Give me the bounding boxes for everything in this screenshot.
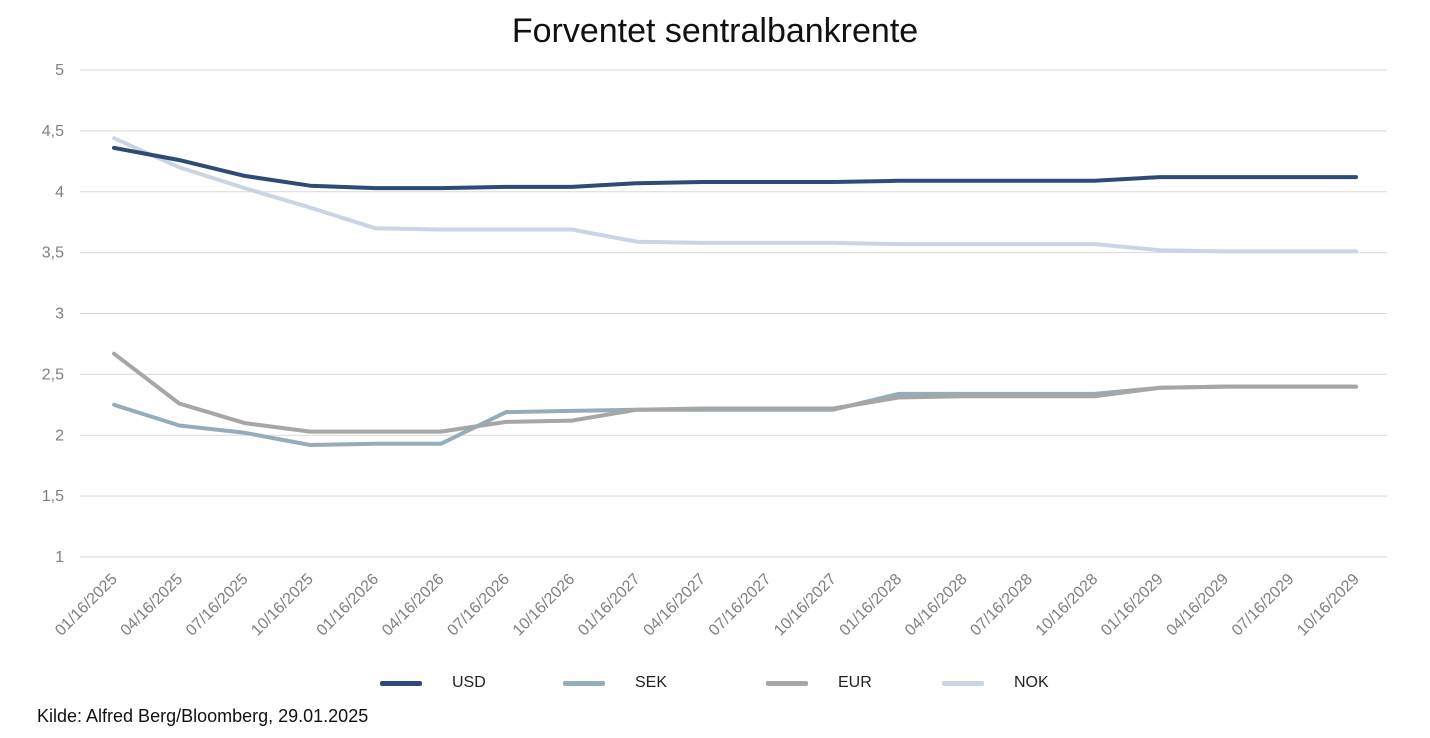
legend-label-usd: USD <box>452 674 486 691</box>
y-tick-label: 1 <box>55 549 64 566</box>
x-tick-label: 04/16/2027 <box>640 571 709 640</box>
x-tick-label: 10/16/2027 <box>771 571 840 640</box>
legend: USD SEK EUR NOK <box>0 670 1430 696</box>
legend-swatch-nok <box>942 680 984 686</box>
y-axis-tick-labels: 1 1,5 2 2,5 3 3,5 4 4,5 5 <box>42 62 64 566</box>
legend-label-nok: NOK <box>1014 674 1049 691</box>
x-tick-label: 01/16/2029 <box>1098 571 1167 640</box>
legend-item-eur: EUR <box>766 670 872 696</box>
y-tick-label: 2 <box>55 427 64 444</box>
series-lines <box>112 136 1358 447</box>
legend-item-usd: USD <box>380 670 486 696</box>
series-line-sek <box>112 384 1358 447</box>
legend-swatch-usd <box>380 680 422 686</box>
legend-label-eur: EUR <box>838 674 872 691</box>
legend-item-sek: SEK <box>563 670 667 696</box>
legend-item-nok: NOK <box>942 670 1049 696</box>
x-tick-label: 01/16/2025 <box>52 571 121 640</box>
y-tick-label: 1,5 <box>42 488 64 505</box>
x-tick-label: 01/16/2028 <box>837 571 906 640</box>
y-tick-label: 2,5 <box>42 366 64 383</box>
x-tick-label: 04/16/2026 <box>379 571 448 640</box>
x-tick-label: 01/16/2026 <box>314 571 383 640</box>
x-tick-label: 10/16/2028 <box>1033 571 1102 640</box>
x-tick-label: 07/16/2028 <box>967 571 1036 640</box>
gridlines <box>80 69 1387 558</box>
series-line-usd <box>112 145 1358 191</box>
legend-swatch-eur <box>766 680 808 686</box>
x-tick-label: 10/16/2026 <box>510 571 579 640</box>
x-tick-label: 07/16/2027 <box>706 571 775 640</box>
source-note: Kilde: Alfred Berg/Bloomberg, 29.01.2025 <box>37 706 369 726</box>
x-tick-label: 04/16/2025 <box>118 571 187 640</box>
y-tick-label: 3 <box>55 306 64 323</box>
y-tick-label: 5 <box>55 62 64 79</box>
chart-title: Forventet sentralbankrente <box>511 12 919 50</box>
x-tick-label: 04/16/2029 <box>1163 571 1232 640</box>
x-tick-label: 01/16/2027 <box>575 571 644 640</box>
x-tick-label: 07/16/2025 <box>183 571 252 640</box>
y-tick-label: 4 <box>55 184 64 201</box>
legend-swatch-sek <box>563 680 605 686</box>
x-tick-label: 10/16/2025 <box>248 571 317 640</box>
x-tick-label: 07/16/2026 <box>444 571 513 640</box>
x-tick-label: 04/16/2028 <box>902 571 971 640</box>
x-tick-label: 07/16/2029 <box>1229 571 1298 640</box>
y-tick-label: 3,5 <box>42 245 64 262</box>
x-axis-tick-labels: 01/16/202504/16/202507/16/202510/16/2025… <box>52 571 1363 640</box>
y-tick-label: 4,5 <box>42 123 64 140</box>
x-tick-label: 10/16/2029 <box>1294 571 1363 640</box>
legend-label-sek: SEK <box>635 674 668 691</box>
series-line-eur <box>112 351 1358 434</box>
series-line-nok <box>112 136 1358 254</box>
